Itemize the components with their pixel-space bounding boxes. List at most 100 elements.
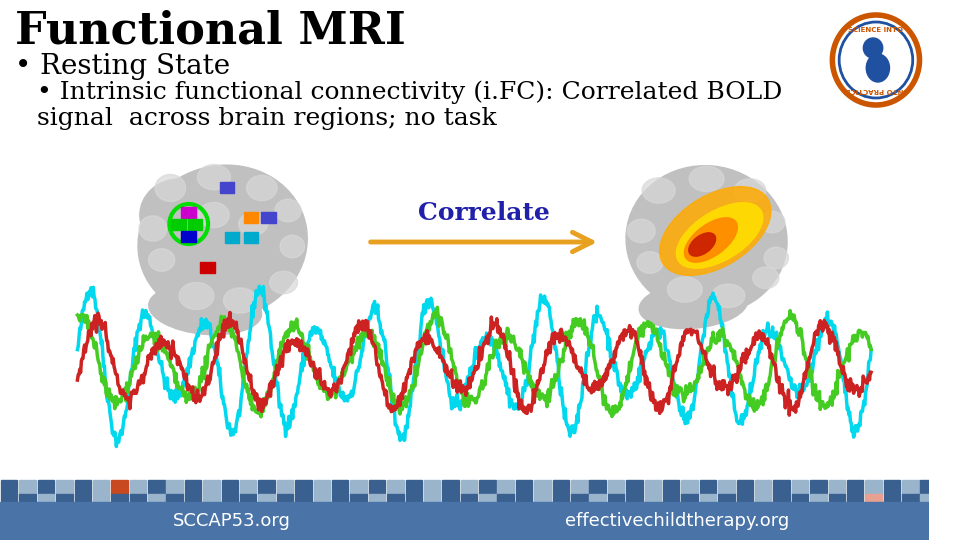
Bar [589,494,606,502]
Ellipse shape [199,202,229,227]
Bar [93,480,109,494]
Ellipse shape [642,178,675,203]
Ellipse shape [627,219,655,242]
Bar [181,231,196,242]
Bar [332,480,348,494]
Bar [350,494,367,502]
Bar [902,480,919,494]
Ellipse shape [140,179,218,251]
Bar [497,480,514,494]
Bar [828,494,845,502]
Bar [166,494,183,502]
Bar [497,494,514,502]
Ellipse shape [866,54,890,82]
Bar [792,494,808,502]
Bar [185,494,202,502]
Bar [19,480,36,494]
Bar [201,262,215,273]
Bar [736,480,753,494]
Text: SCCAP53.org: SCCAP53.org [174,512,291,530]
Bar [332,494,348,502]
Bar [571,494,588,502]
Bar [884,494,900,502]
Bar [204,494,220,502]
Bar [865,480,881,494]
Bar [130,494,146,502]
Bar [369,480,385,494]
Bar [535,480,551,494]
Bar [755,494,772,502]
Bar [608,494,624,502]
Bar [663,480,680,494]
Bar [443,480,459,494]
Ellipse shape [711,284,745,307]
Bar [774,494,790,502]
Ellipse shape [180,282,214,309]
Circle shape [832,15,920,105]
Bar [93,494,109,502]
Bar [479,494,495,502]
Ellipse shape [275,199,301,222]
Bar [626,494,642,502]
Ellipse shape [758,211,785,233]
Ellipse shape [677,202,763,268]
Bar [240,494,256,502]
Ellipse shape [753,267,779,288]
Ellipse shape [224,288,256,313]
Text: • Intrinsic functional connectivity (i.FC): Correlated BOLD
signal  across brain: • Intrinsic functional connectivity (i.F… [36,80,782,130]
Bar [314,494,330,502]
Bar [181,207,196,218]
Text: effectivechildtherapy.org: effectivechildtherapy.org [565,512,790,530]
Bar [387,494,403,502]
Bar [0,502,929,540]
Bar [240,480,256,494]
Bar [244,232,258,243]
Bar [682,480,698,494]
Ellipse shape [689,166,724,191]
Bar [828,480,845,494]
Bar [774,480,790,494]
Bar [405,494,422,502]
Bar [516,494,533,502]
Bar [171,219,186,230]
Bar [387,480,403,494]
Ellipse shape [660,187,771,275]
Bar [424,494,441,502]
Ellipse shape [639,281,748,329]
Bar [424,480,441,494]
Bar [644,494,661,502]
Bar [314,480,330,494]
Bar [130,480,146,494]
Bar [188,219,203,230]
Bar [75,480,91,494]
Bar [222,494,238,502]
Bar [111,494,128,502]
Bar [921,480,937,494]
Ellipse shape [270,271,298,294]
Ellipse shape [198,165,230,190]
Bar [865,494,881,502]
Text: SCIENCE INTO: SCIENCE INTO [849,27,903,33]
Bar [258,480,275,494]
Bar [185,480,202,494]
Bar [148,480,164,494]
Bar [810,480,827,494]
Bar [258,494,275,502]
Bar [644,480,661,494]
Bar [810,494,827,502]
Ellipse shape [239,213,268,235]
Bar [736,494,753,502]
Bar [939,480,955,494]
Text: Functional MRI: Functional MRI [14,10,405,53]
Bar [296,480,312,494]
Bar [847,494,863,502]
Bar [663,494,680,502]
Bar [682,494,698,502]
Bar [244,212,258,223]
Bar [148,494,164,502]
Bar [847,480,863,494]
Bar [225,232,239,243]
Bar [700,480,716,494]
Bar [589,480,606,494]
Bar [718,480,734,494]
